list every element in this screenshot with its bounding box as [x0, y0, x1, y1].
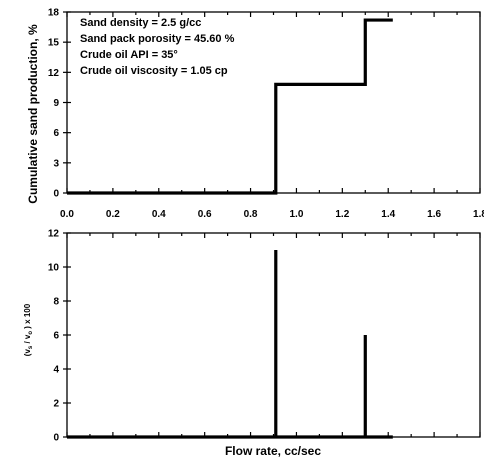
bottom-data-line [67, 250, 393, 439]
top-x-tick-label: 1.8 [473, 209, 484, 220]
top-series [67, 18, 393, 195]
annotation-viscosity: Crude oil viscosity = 1.05 cp [80, 65, 228, 77]
top-y-tick-label: 0 [53, 189, 59, 200]
top-y-tick-label: 15 [48, 38, 60, 49]
top-y-axis-title-box: Cumulative sand production, % [26, 24, 40, 204]
bottom-chart: 0 2 4 6 8 10 12 Flow rate, cc/sec (vs / vo ) x… [23, 229, 481, 458]
top-chart: 0 3 6 9 12 15 18 0.0 0.2 0.4 0.6 0.8 1.0 1.2 1.4 1.6 1.… [26, 8, 484, 221]
top-y-tick-label: 9 [53, 98, 59, 109]
top-x-tick-label: 0.0 [60, 209, 74, 220]
bottom-y-tick-label: 10 [48, 263, 60, 274]
bottom-y-tick-label: 6 [53, 331, 59, 342]
bottom-x-ticks [66, 233, 481, 437]
top-y-tick-label: 12 [48, 68, 60, 79]
annotation-porosity: Sand pack porosity = 45.60 % [80, 33, 235, 45]
bottom-y-axis-title: (vs / vo ) x 100 [23, 303, 34, 356]
bottom-y-tick-label: 8 [53, 297, 59, 308]
bottom-x-axis-title: Flow rate, cc/sec [225, 444, 321, 458]
top-x-tick-label: 1.4 [381, 209, 395, 220]
top-x-tick-label: 0.2 [106, 209, 120, 220]
bottom-y-tick-label: 4 [53, 365, 59, 376]
top-x-tick-label: 1.2 [335, 209, 349, 220]
top-y-tick-label: 6 [53, 128, 59, 139]
top-x-tick-label: 0.8 [244, 209, 258, 220]
bottom-series [67, 250, 393, 439]
top-x-tick-label: 1.6 [427, 209, 441, 220]
bottom-y-tick-label: 2 [53, 399, 59, 410]
top-y-tick-label: 18 [48, 8, 60, 19]
bottom-plot-frame [66, 232, 481, 438]
bottom-y-ticks: 0 2 4 6 8 10 12 [48, 229, 71, 444]
annotation-sand-density: Sand density = 2.5 g/cc [80, 17, 201, 29]
top-data-line [67, 18, 393, 195]
top-x-tick-label: 0.6 [198, 209, 212, 220]
annotation-api: Crude oil API = 35° [80, 49, 178, 61]
top-y-ticks: 0 3 6 9 12 15 18 [48, 8, 71, 200]
bottom-y-tick-label: 12 [48, 229, 60, 240]
top-x-tick-label: 0.4 [152, 209, 166, 220]
top-x-tick-label: 1.0 [289, 209, 303, 220]
top-y-axis-title: Cumulative sand production, % [26, 24, 40, 204]
bottom-y-tick-label: 0 [53, 433, 59, 444]
top-y-tick-label: 3 [53, 158, 59, 169]
